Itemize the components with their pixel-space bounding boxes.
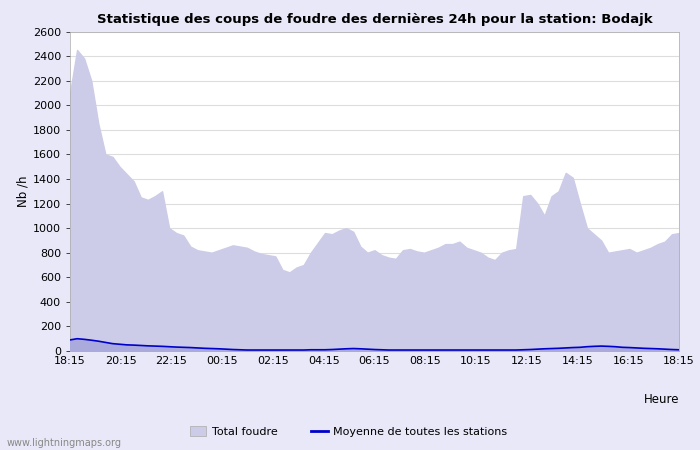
Text: www.lightningmaps.org: www.lightningmaps.org bbox=[7, 438, 122, 448]
Y-axis label: Nb /h: Nb /h bbox=[17, 176, 30, 207]
Title: Statistique des coups de foudre des dernières 24h pour la station: Bodajk: Statistique des coups de foudre des dern… bbox=[97, 13, 652, 26]
Text: Heure: Heure bbox=[643, 392, 679, 405]
